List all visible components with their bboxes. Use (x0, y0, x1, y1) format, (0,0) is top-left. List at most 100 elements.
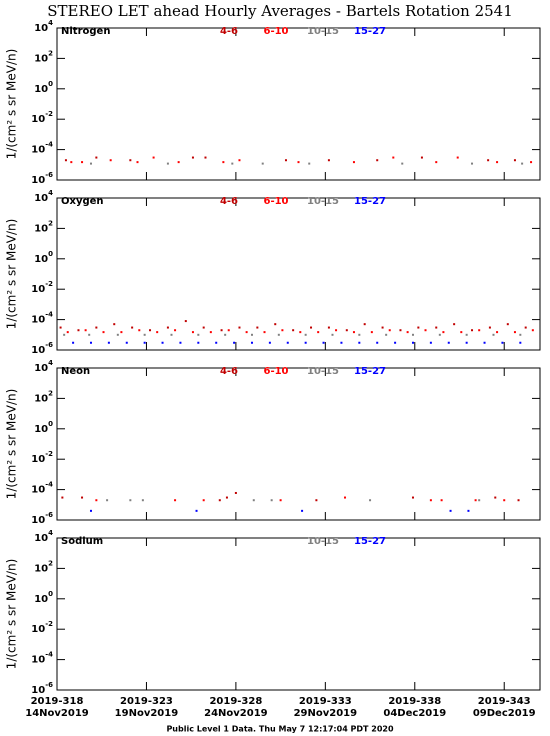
x-tick-label: 2019-318 (31, 696, 84, 707)
panel-title: Neon (61, 366, 90, 377)
data-point (106, 499, 109, 502)
data-point (174, 499, 177, 502)
legend-entry: 6-10 (263, 196, 288, 207)
data-point (195, 509, 198, 512)
data-point (474, 499, 477, 502)
data-point (261, 162, 264, 165)
data-point (263, 331, 266, 334)
y-tick-exponent: -4 (45, 311, 53, 319)
data-point (184, 320, 187, 323)
footer: Public Level 1 Data. Thu May 7 12:17:04 … (166, 725, 394, 734)
y-tick-base: 10 (31, 345, 45, 356)
x-tick-label: 2019-343 (478, 696, 531, 707)
y-tick-exponent: -4 (45, 141, 53, 149)
data-point (304, 333, 307, 336)
data-point (89, 509, 92, 512)
data-point (376, 341, 379, 344)
y-tick-base: 10 (31, 485, 45, 496)
data-point (394, 341, 397, 344)
y-tick-exponent: 0 (48, 80, 53, 88)
data-point (388, 329, 391, 332)
y-tick-base: 10 (34, 563, 48, 574)
data-point (424, 329, 427, 332)
data-point (411, 333, 414, 336)
data-point (496, 161, 499, 164)
data-point (81, 496, 84, 499)
y-tick-label: 10-4 (31, 141, 53, 156)
data-point (381, 326, 384, 329)
data-point (89, 341, 92, 344)
data-point (435, 161, 438, 164)
data-point (417, 326, 420, 329)
data-point (66, 331, 69, 334)
y-tick-exponent: -2 (45, 620, 53, 628)
y-tick-base: 10 (34, 393, 48, 404)
y-tick-label: 102 (34, 559, 53, 574)
y-tick-label: 10-4 (31, 311, 53, 326)
data-point (131, 326, 134, 329)
y-tick-exponent: -4 (45, 651, 53, 659)
panel-title: Oxygen (61, 196, 104, 207)
data-point (143, 333, 146, 336)
data-point (465, 341, 468, 344)
data-point (399, 329, 402, 332)
y-tick-base: 10 (34, 594, 48, 605)
data-point (59, 326, 62, 329)
data-point (270, 499, 273, 502)
data-point (77, 329, 80, 332)
data-point (102, 331, 105, 334)
y-tick-label: 10-6 (31, 341, 53, 356)
legend-entry: 6-10 (263, 366, 288, 377)
data-point (156, 331, 159, 334)
data-point (113, 323, 116, 326)
plot-frame (56, 367, 541, 521)
data-point (64, 159, 67, 162)
y-tick-label: 100 (34, 250, 53, 265)
data-point (370, 331, 373, 334)
legend-entry: 6-10 (263, 26, 288, 37)
data-point (358, 341, 361, 344)
y-tick-label: 100 (34, 420, 53, 435)
y-tick-exponent: 2 (48, 49, 53, 57)
data-point (411, 341, 414, 344)
data-point (297, 161, 300, 164)
data-point (286, 341, 289, 344)
data-point (129, 499, 132, 502)
data-point (478, 329, 481, 332)
data-point (301, 509, 304, 512)
data-point (252, 499, 255, 502)
plot-frame (56, 537, 541, 691)
data-point (517, 499, 520, 502)
data-point (392, 156, 395, 159)
y-tick-label: 10-6 (31, 681, 53, 696)
data-point (429, 341, 432, 344)
y-tick-base: 10 (31, 114, 45, 125)
data-point (471, 162, 474, 165)
data-point (222, 161, 225, 164)
y-tick-label: 104 (34, 19, 53, 34)
plot-frame (56, 27, 541, 181)
data-point (345, 329, 348, 332)
plot-frame (56, 197, 541, 351)
data-point (530, 161, 533, 164)
y-tick-base: 10 (34, 84, 48, 95)
y-tick-label: 10-4 (31, 481, 53, 496)
y-tick-base: 10 (31, 284, 45, 295)
y-tick-label: 104 (34, 189, 53, 204)
page-title: STEREO LET ahead Hourly Averages - Barte… (47, 2, 513, 20)
data-point (483, 341, 486, 344)
data-point (496, 331, 499, 334)
data-point (197, 333, 200, 336)
data-point (478, 499, 481, 502)
data-point (471, 329, 474, 332)
data-point (245, 331, 248, 334)
data-point (141, 499, 144, 502)
legend-entry: 10-15 (307, 366, 339, 377)
legend-entry: 10-15 (307, 536, 339, 547)
data-point (284, 159, 287, 162)
data-point (524, 326, 527, 329)
data-point (467, 509, 470, 512)
data-point (411, 496, 414, 499)
y-tick-exponent: 0 (48, 250, 53, 258)
y-tick-base: 10 (34, 193, 48, 204)
